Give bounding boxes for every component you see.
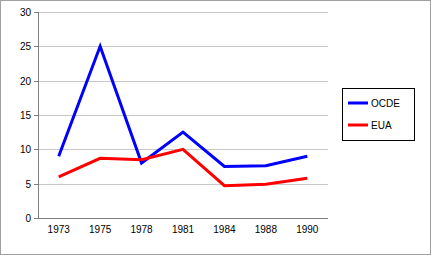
y-tick <box>34 12 38 13</box>
chart-container: 0 5 10 15 20 25 30 1973 1975 1978 1981 1984 1988 1990… <box>0 0 431 255</box>
y-tick <box>34 149 38 150</box>
x-tick-label: 1981 <box>172 224 195 235</box>
x-tick-label: 1975 <box>89 224 112 235</box>
y-tick-label: 20 <box>20 76 32 87</box>
y-tick <box>34 81 38 82</box>
y-tick-label: 25 <box>20 41 32 52</box>
x-tick-label: 1978 <box>130 224 153 235</box>
series-line <box>59 149 308 185</box>
x-tick-label: 1973 <box>48 224 71 235</box>
legend-label: EUA <box>371 120 392 131</box>
chart-border <box>1 1 431 255</box>
y-tick <box>34 184 38 185</box>
chart-svg: 0 5 10 15 20 25 30 1973 1975 1978 1981 1984 1988 1990… <box>0 0 431 255</box>
y-tick <box>34 218 38 219</box>
grid-line <box>38 81 328 82</box>
x-tick-label: 1990 <box>296 224 319 235</box>
y-tick-label: 10 <box>20 144 32 155</box>
x-tick-label: 1984 <box>213 224 236 235</box>
y-axis <box>38 12 39 218</box>
legend-label: OCDE <box>371 98 400 109</box>
grid-line <box>38 115 328 116</box>
y-tick-label: 0 <box>25 213 31 224</box>
y-tick-label: 30 <box>20 7 32 18</box>
y-tick-label: 15 <box>20 110 32 121</box>
y-tick <box>34 46 38 47</box>
legend-box <box>343 89 415 141</box>
grid-line <box>38 12 328 13</box>
grid-line <box>38 46 328 47</box>
x-axis <box>38 218 328 219</box>
y-tick <box>34 115 38 116</box>
x-tick-label: 1988 <box>255 224 278 235</box>
legend-swatch <box>348 124 368 127</box>
y-tick-label: 5 <box>25 179 31 190</box>
plot-area <box>59 46 308 185</box>
grid-line <box>38 218 328 219</box>
legend-swatch <box>348 102 368 105</box>
grid-line <box>38 184 328 185</box>
